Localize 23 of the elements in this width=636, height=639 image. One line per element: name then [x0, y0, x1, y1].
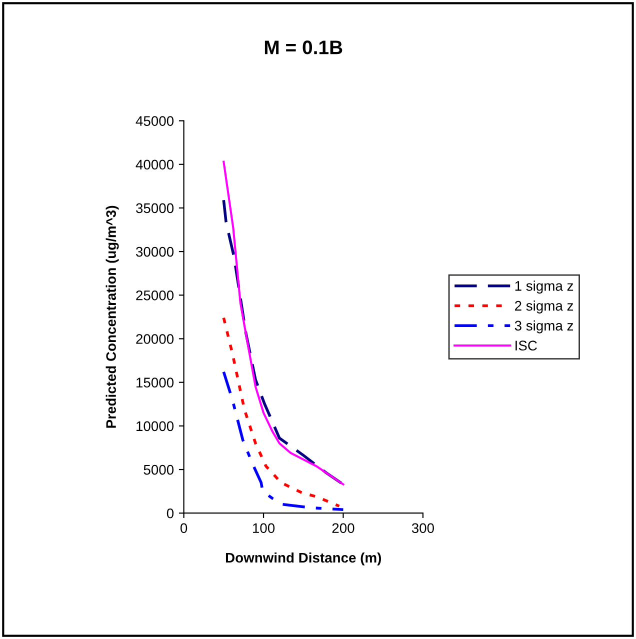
legend-label: 2 sigma z	[514, 300, 574, 314]
x-tick-label: 200	[332, 523, 354, 534]
legend-label: 1 sigma z	[515, 280, 574, 294]
line-series	[222, 370, 345, 512]
y-tick-label: 0	[166, 508, 174, 518]
y-tick-label: 15000	[136, 378, 174, 388]
x-tick-label: 100	[252, 523, 275, 534]
y-tick-label: 40000	[136, 160, 174, 170]
y-tick-label: 10000	[136, 421, 174, 432]
line-series	[222, 316, 341, 508]
y-tick-label: 45000	[136, 116, 174, 126]
y-tick-label: 20000	[136, 334, 174, 344]
y-axis-title: Predicted Concentration (ug/m^3)	[106, 206, 119, 428]
y-tick-label: 30000	[136, 246, 174, 257]
chart-title: M = 0.1B	[264, 40, 342, 54]
legend-label: ISC	[516, 340, 537, 351]
y-tick-label: 5000	[144, 464, 174, 475]
y-tick-label: 25000	[136, 290, 174, 300]
y-tick-label: 35000	[136, 203, 174, 214]
legend-label: 3 sigma z	[514, 320, 574, 334]
x-tick-label: 0	[180, 523, 188, 534]
x-tick-label: 300	[412, 523, 434, 534]
x-axis-title: Downwind Distance (m)	[226, 552, 382, 566]
